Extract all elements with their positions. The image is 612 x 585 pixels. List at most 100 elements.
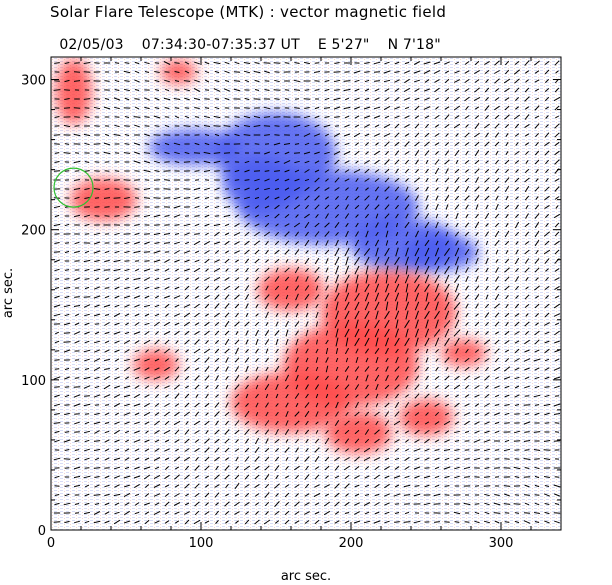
field-vector	[394, 177, 400, 183]
field-vector	[374, 465, 380, 471]
field-vector	[223, 206, 231, 208]
field-vector	[523, 358, 531, 362]
field-vector	[63, 322, 71, 326]
field-vector	[534, 115, 540, 119]
field-vector	[254, 223, 260, 227]
field-vector	[295, 447, 299, 453]
field-vector	[394, 457, 400, 461]
field-vector	[424, 265, 430, 275]
field-vector	[445, 133, 449, 137]
field-vector	[335, 347, 339, 355]
field-vector	[363, 106, 371, 110]
field-vector	[433, 61, 441, 65]
field-vector	[445, 223, 449, 227]
field-vector	[244, 231, 250, 237]
field-vector	[235, 312, 239, 318]
field-vector	[425, 204, 429, 210]
field-vector	[503, 78, 511, 84]
field-vector	[484, 458, 490, 460]
field-vector	[244, 187, 250, 191]
field-vector	[154, 412, 160, 416]
observation-info: 02/05/03 07:34:30-07:35:37 UT E 5'27" N 7'1…	[50, 21, 459, 53]
field-vector	[133, 116, 141, 118]
field-vector	[534, 367, 540, 371]
field-vector	[384, 292, 390, 302]
field-vector	[334, 292, 340, 302]
field-vector	[243, 465, 251, 471]
field-vector	[254, 89, 260, 91]
field-vector	[274, 213, 280, 219]
field-vector	[214, 357, 220, 363]
field-vector	[524, 367, 530, 371]
field-vector	[294, 160, 300, 164]
field-vector	[154, 107, 160, 109]
field-vector	[244, 474, 250, 480]
field-vector	[414, 301, 420, 311]
field-vector	[104, 250, 110, 254]
field-vector	[295, 374, 299, 382]
field-vector	[295, 196, 299, 200]
field-vector	[264, 294, 270, 300]
field-vector	[424, 448, 430, 452]
field-vector	[245, 339, 249, 345]
field-vector	[444, 256, 450, 266]
field-vector	[355, 348, 359, 354]
field-vector	[474, 476, 480, 478]
field-vector	[294, 266, 300, 274]
field-vector	[305, 375, 309, 381]
field-vector	[194, 483, 200, 489]
field-vector	[524, 395, 530, 397]
field-vector	[345, 283, 349, 293]
field-vector	[204, 258, 210, 264]
field-vector	[545, 106, 549, 110]
field-vector	[505, 294, 509, 300]
field-vector	[404, 439, 410, 443]
field-vector	[93, 98, 101, 100]
field-vector	[225, 366, 229, 372]
field-vector	[254, 62, 260, 64]
field-vector	[123, 88, 131, 92]
field-vector	[294, 241, 300, 245]
field-vector	[295, 438, 299, 444]
marker-circle	[53, 167, 94, 208]
field-vector	[445, 366, 449, 372]
field-vector	[485, 385, 489, 389]
field-vector	[444, 375, 450, 381]
field-vector	[234, 493, 240, 497]
field-vector	[184, 465, 190, 471]
field-vector	[114, 304, 120, 308]
field-vector	[514, 367, 520, 371]
field-vector	[284, 276, 290, 282]
field-vector	[444, 430, 450, 434]
field-vector	[464, 96, 470, 102]
field-vector	[284, 267, 290, 273]
field-vector	[64, 394, 70, 398]
field-vector	[73, 475, 81, 479]
field-vector	[414, 265, 420, 275]
field-vector	[494, 123, 500, 129]
field-vector	[434, 310, 440, 320]
field-vector	[403, 521, 411, 523]
field-vector	[265, 375, 269, 381]
field-vector	[64, 62, 70, 64]
field-vector	[384, 465, 390, 471]
field-vector	[275, 357, 279, 363]
field-vector	[254, 79, 260, 83]
field-vector	[255, 357, 259, 363]
field-vector	[454, 275, 460, 283]
field-vector	[304, 502, 310, 506]
field-vector	[414, 177, 420, 183]
field-vector	[514, 123, 520, 129]
field-vector	[114, 385, 120, 389]
field-vector	[404, 456, 410, 462]
field-vector	[325, 475, 329, 479]
field-vector	[73, 386, 81, 388]
field-vector	[305, 393, 309, 399]
field-vector	[394, 186, 400, 192]
field-vector	[544, 204, 550, 210]
field-vector	[384, 159, 390, 165]
field-vector	[464, 476, 470, 478]
positive-polarity-region	[70, 178, 137, 221]
field-vector	[505, 195, 509, 201]
field-vector	[83, 259, 91, 263]
